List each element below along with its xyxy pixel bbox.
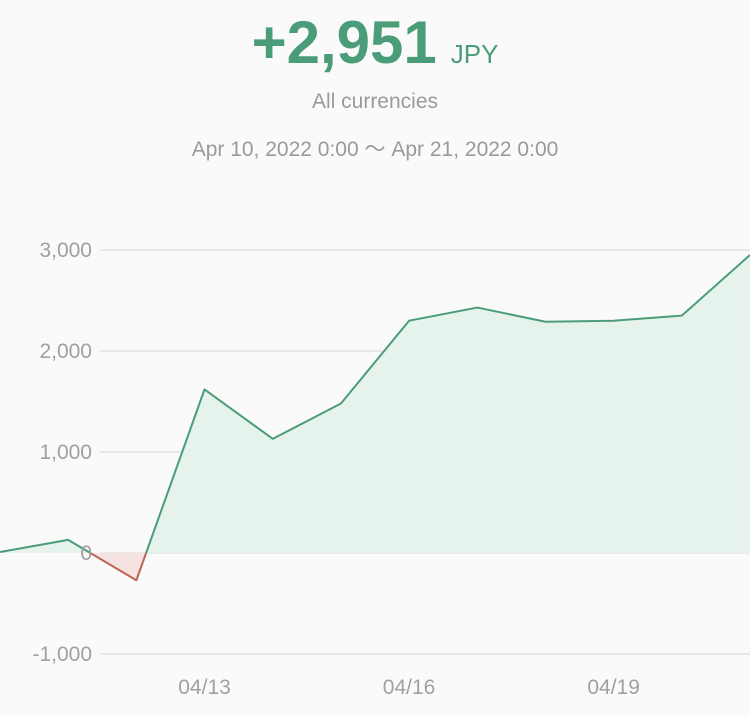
positive-area [146, 254, 750, 553]
positive-area [0, 539, 91, 553]
y-tick-label: 0 [80, 542, 92, 565]
range-separator: 〜 [364, 138, 386, 161]
total-amount: +2,951 [251, 9, 437, 76]
data-point[interactable] [272, 438, 274, 440]
y-tick-label: 2,000 [39, 340, 92, 363]
data-point[interactable] [476, 307, 478, 309]
data-point[interactable] [67, 539, 69, 541]
data-point[interactable] [613, 320, 615, 322]
positive-line [145, 254, 750, 554]
area-layer [0, 254, 750, 581]
data-point[interactable] [544, 321, 546, 323]
positive-line [0, 538, 91, 554]
data-point[interactable] [135, 579, 137, 581]
date-range[interactable]: Apr 10, 2022 0:00 〜 Apr 21, 2022 0:00 [0, 133, 750, 163]
total-unit: JPY [450, 39, 499, 69]
line-layer [0, 254, 750, 582]
x-axis-labels: 04/13 04/16 04/19 [178, 676, 640, 699]
data-point[interactable] [340, 403, 342, 405]
y-tick-label: 1,000 [39, 441, 92, 464]
y-tick-label: -1,000 [32, 643, 92, 666]
negative-area [90, 553, 147, 581]
currency-filter-label[interactable]: All currencies [311, 90, 439, 113]
x-tick-label: 04/16 [383, 676, 436, 699]
total-line: +2,951 JPY [0, 8, 750, 77]
range-start: Apr 10, 2022 0:00 [191, 138, 359, 161]
y-axis-labels: 3,000 2,000 1,000 0 -1,000 [32, 239, 92, 666]
negative-line [89, 552, 148, 582]
data-point[interactable] [681, 315, 683, 317]
data-point[interactable] [408, 320, 410, 322]
data-point[interactable] [204, 388, 206, 390]
range-end: Apr 21, 2022 0:00 [391, 138, 559, 161]
y-tick-label: 3,000 [39, 239, 92, 262]
x-tick-label: 04/19 [587, 676, 640, 699]
x-tick-label: 04/13 [178, 676, 231, 699]
